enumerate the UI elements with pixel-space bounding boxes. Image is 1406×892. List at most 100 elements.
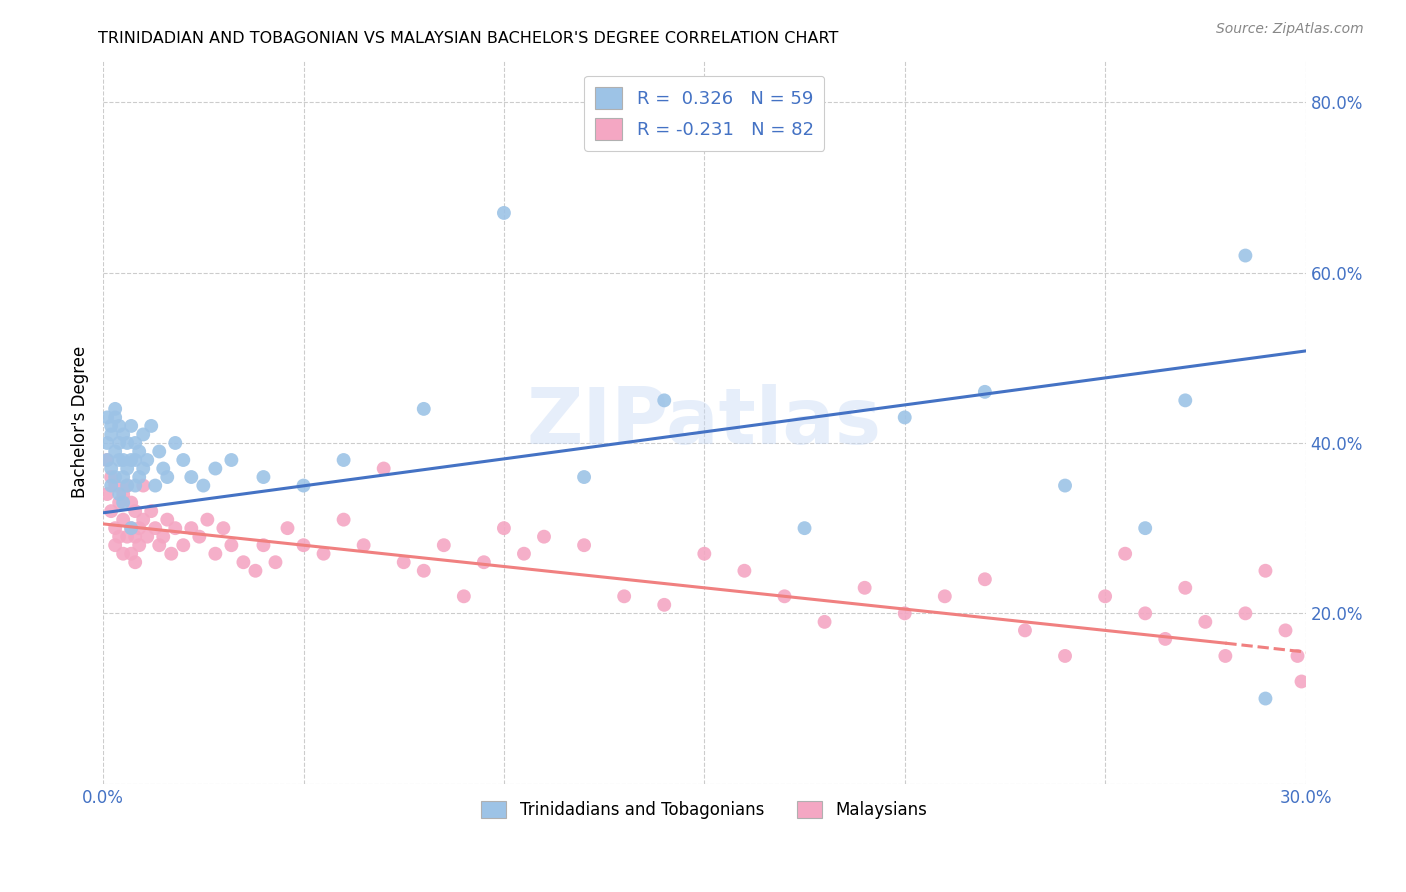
Point [793,521,815,535]
Point [1254,691,1277,706]
Point [112,453,135,467]
Point [128,470,150,484]
Legend: Trinidadians and Tobagonians, Malaysians: Trinidadians and Tobagonians, Malaysians [475,795,934,826]
Point [934,590,956,604]
Text: Source: ZipAtlas.com: Source: ZipAtlas.com [1216,22,1364,37]
Point [132,478,155,492]
Point [613,590,636,604]
Point [221,453,243,467]
Point [104,444,127,458]
Point [112,495,135,509]
Point [1154,632,1177,646]
Point [412,401,434,416]
Point [412,564,434,578]
Point [128,538,150,552]
Point [165,436,187,450]
Point [112,487,135,501]
Point [104,478,127,492]
Point [104,410,127,425]
Point [96,453,118,467]
Point [221,538,243,552]
Point [128,521,150,535]
Point [120,521,142,535]
Point [193,478,215,492]
Point [124,453,146,467]
Point [132,427,155,442]
Point [212,521,235,535]
Point [115,530,138,544]
Point [128,444,150,458]
Point [156,513,179,527]
Point [100,470,122,484]
Point [1135,607,1157,621]
Point [693,547,716,561]
Point [533,530,555,544]
Point [733,564,755,578]
Point [513,547,536,561]
Point [141,418,163,433]
Point [232,555,254,569]
Text: ZIPatlas: ZIPatlas [527,384,882,459]
Point [1114,547,1136,561]
Point [392,555,415,569]
Point [195,513,218,527]
Point [120,495,142,509]
Point [124,530,146,544]
Point [1053,648,1076,663]
Point [120,453,142,467]
Point [108,495,131,509]
Point [152,461,174,475]
Point [1286,648,1309,663]
Point [893,607,915,621]
Point [115,436,138,450]
Point [1014,624,1036,638]
Point [132,461,155,475]
Point [433,538,456,552]
Point [160,547,183,561]
Point [112,547,135,561]
Point [108,487,131,501]
Point [252,538,274,552]
Point [124,504,146,518]
Point [115,478,138,492]
Point [172,453,194,467]
Point [165,521,187,535]
Point [1291,674,1313,689]
Point [124,555,146,569]
Point [373,461,395,475]
Point [292,478,315,492]
Point [104,470,127,484]
Point [572,538,595,552]
Point [188,530,211,544]
Point [773,590,796,604]
Point [148,444,170,458]
Point [104,538,127,552]
Point [136,453,159,467]
Point [100,478,122,492]
Point [652,598,675,612]
Point [100,418,122,433]
Point [108,530,131,544]
Point [100,504,122,518]
Point [152,530,174,544]
Point [332,513,354,527]
Point [104,401,127,416]
Point [572,470,595,484]
Point [141,504,163,518]
Point [276,521,298,535]
Point [1215,648,1237,663]
Point [180,521,202,535]
Point [132,513,155,527]
Point [472,555,495,569]
Point [1174,581,1197,595]
Point [124,436,146,450]
Point [204,547,226,561]
Point [1053,478,1076,492]
Point [148,538,170,552]
Point [172,538,194,552]
Point [652,393,675,408]
Point [115,461,138,475]
Point [1194,615,1216,629]
Point [143,521,166,535]
Point [108,453,131,467]
